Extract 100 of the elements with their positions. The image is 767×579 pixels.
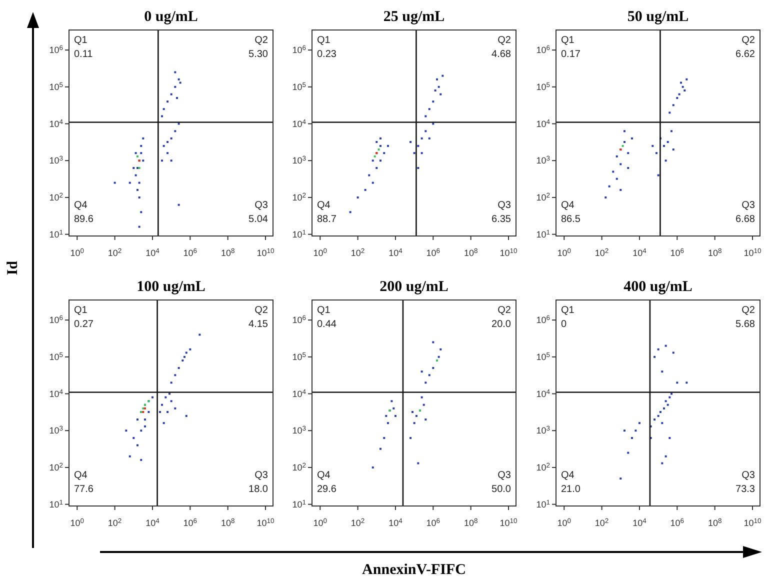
chart-title: 100 ug/mL: [136, 279, 206, 295]
y-tick-label: 10$^{6}$: [536, 44, 550, 56]
annotation: Q2: [498, 35, 512, 46]
x-tick-label: 10$^{4}$: [388, 248, 403, 258]
y-tick-label: 10$^{3}$: [292, 155, 306, 166]
y-tick-label: 10$^{1}$: [292, 498, 306, 510]
chart-title: 25 ug/mL: [383, 9, 445, 25]
annotation: 77.6: [74, 484, 94, 495]
y-tick-label: 10$^{1}$: [536, 498, 550, 510]
x-tick-label: 10$^{0}$: [313, 518, 328, 528]
y-tick-label: 10$^{2}$: [49, 462, 64, 472]
y-tick-label: 10$^{5}$: [49, 351, 64, 362]
x-tick-label: 10$^{10}$: [744, 248, 762, 258]
annotation: 5.68: [736, 319, 756, 330]
x-tick-label: 10$^{4}$: [632, 248, 647, 258]
y-tick-label: 10$^{6}$: [49, 44, 64, 56]
annotation: Q2: [498, 305, 512, 316]
y-tick-label: 10$^{2}$: [49, 192, 64, 202]
y-tick-label: 10$^{2}$: [536, 192, 550, 202]
x-tick-label: 10$^{4}$: [632, 518, 647, 528]
annotation: Q4: [317, 470, 331, 481]
y-tick-label: 10$^{3}$: [49, 155, 64, 166]
x-tick-label: 10$^{2}$: [108, 518, 122, 528]
x-tick-label: 10$^{0}$: [70, 248, 84, 258]
x-tick-label: 10$^{4}$: [146, 248, 160, 258]
y-tick-label: 10$^{4}$: [49, 388, 64, 399]
y-tick-label: 10$^{1}$: [536, 228, 550, 240]
annotation: Q1: [74, 35, 88, 46]
y-tick-label: 10$^{2}$: [292, 462, 306, 472]
x-tick-label: 10$^{0}$: [313, 248, 328, 258]
x-tick-label: 10$^{10}$: [256, 248, 275, 258]
annotation: 4.68: [492, 49, 512, 60]
annotation: Q1: [74, 305, 88, 316]
y-tick-label: 10$^{4}$: [292, 118, 306, 129]
chart-title: 50 ug/mL: [627, 9, 689, 25]
y-tick-label: 10$^{4}$: [292, 388, 306, 399]
y-tick-label: 10$^{3}$: [49, 425, 64, 436]
y-tick-label: 10$^{1}$: [292, 228, 306, 240]
y-tick-label: 10$^{4}$: [536, 388, 550, 399]
x-tick-label: 10$^{8}$: [464, 248, 478, 258]
y-tick-label: 10$^{2}$: [292, 192, 306, 202]
annotation: 4.15: [248, 319, 268, 330]
y-tick-label: 10$^{4}$: [536, 118, 550, 129]
chart-title: 400 ug/mL: [624, 279, 692, 295]
x-tick-label: 10$^{6}$: [670, 248, 684, 258]
annotation: 18.0: [248, 484, 268, 495]
annotation: Q4: [561, 200, 575, 211]
x-tick-label: 10$^{2}$: [594, 518, 609, 528]
annotation: 29.6: [317, 484, 337, 495]
y-tick-label: 10$^{5}$: [292, 351, 306, 362]
x-tick-label: 10$^{2}$: [350, 248, 365, 258]
annotation: 0.17: [561, 49, 581, 60]
y-tick-label: 10$^{5}$: [292, 81, 306, 92]
y-tick-label: 10$^{5}$: [49, 81, 64, 92]
x-tick-label: 10$^{6}$: [426, 518, 440, 528]
x-tick-label: 10$^{0}$: [557, 248, 572, 258]
x-tick-label: 10$^{4}$: [146, 518, 160, 528]
annotation: Q2: [254, 305, 268, 316]
y-tick-label: 10$^{1}$: [49, 498, 64, 510]
x-tick-label: 10$^{10}$: [744, 518, 762, 528]
chart-title: 0 ug/mL: [144, 9, 198, 25]
y-tick-label: 10$^{4}$: [49, 118, 64, 129]
annotation: 0.44: [317, 319, 337, 330]
y-tick-label: 10$^{5}$: [536, 351, 550, 362]
annotation: Q4: [317, 200, 331, 211]
x-tick-label: 10$^{6}$: [670, 518, 684, 528]
annotation: Q2: [742, 305, 756, 316]
annotation: Q3: [742, 470, 756, 481]
chart-title: 200 ug/mL: [380, 279, 448, 295]
annotation: Q3: [254, 470, 268, 481]
annotation: 5.04: [248, 214, 268, 225]
y-tick-label: 10$^{6}$: [292, 314, 306, 326]
x-tick-label: 10$^{8}$: [220, 518, 235, 528]
annotation: Q4: [74, 470, 88, 481]
y-tick-label: 10$^{2}$: [536, 462, 550, 472]
x-tick-label: 10$^{10}$: [500, 518, 518, 528]
annotation: Q1: [317, 305, 331, 316]
y-tick-label: 10$^{3}$: [292, 425, 306, 436]
y-tick-label: 10$^{5}$: [536, 81, 550, 92]
y-tick-label: 10$^{1}$: [49, 228, 64, 240]
annotation: Q3: [498, 200, 512, 211]
x-tick-label: 10$^{6}$: [183, 248, 198, 258]
annotation: 5.30: [248, 49, 268, 60]
x-tick-label: 10$^{10}$: [256, 518, 275, 528]
y-tick-label: 10$^{3}$: [536, 425, 550, 436]
x-tick-label: 10$^{2}$: [594, 248, 609, 258]
y-axis-title: Id: [5, 260, 21, 276]
y-tick-label: 10$^{6}$: [49, 314, 64, 326]
x-tick-label: 10$^{8}$: [220, 248, 235, 258]
annotation: Q3: [742, 200, 756, 211]
annotation: Q4: [74, 200, 88, 211]
annotation: Q1: [561, 305, 575, 316]
x-tick-label: 10$^{10}$: [500, 248, 518, 258]
annotation: Q1: [317, 35, 331, 46]
annotation: Q1: [561, 35, 575, 46]
x-tick-label: 10$^{0}$: [557, 518, 572, 528]
x-tick-label: 10$^{2}$: [108, 248, 122, 258]
annotation: Q2: [742, 35, 756, 46]
annotation: 0.23: [317, 49, 337, 60]
x-tick-label: 10$^{6}$: [183, 518, 198, 528]
